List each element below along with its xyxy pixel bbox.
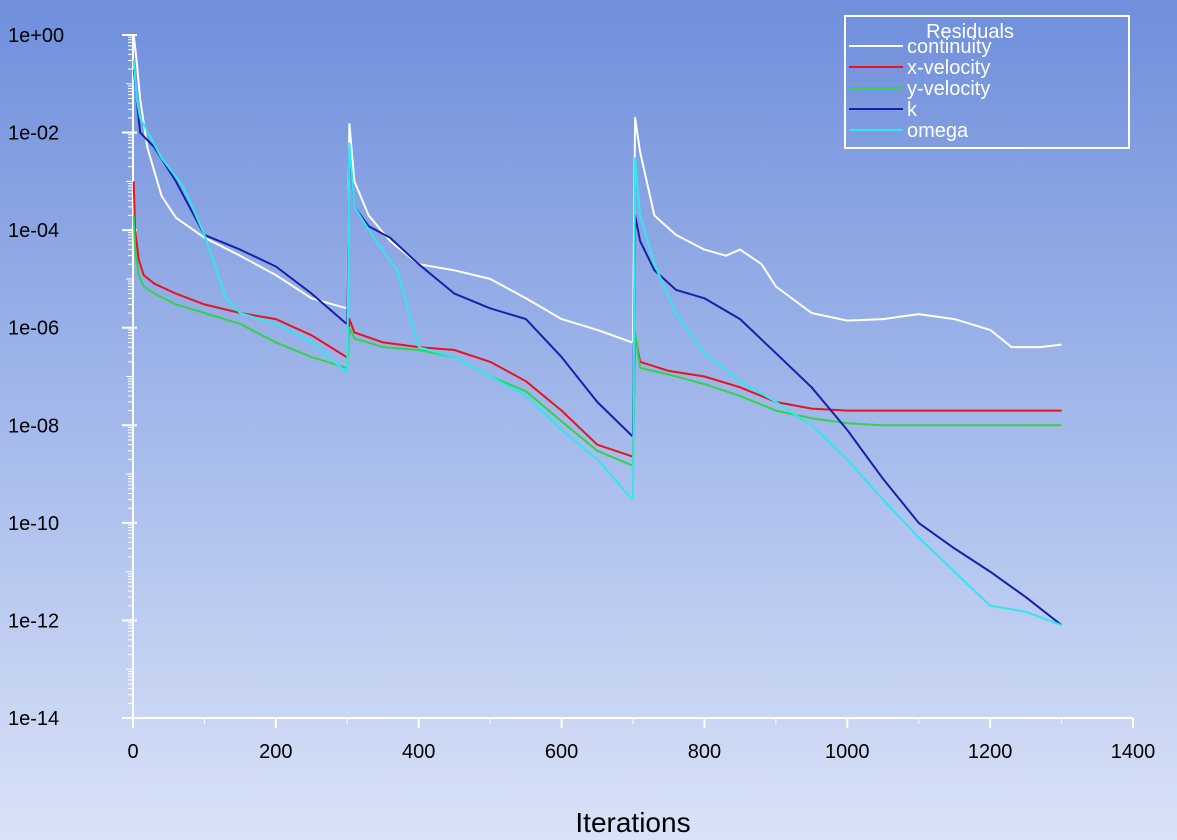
series-x-velocity [132, 181, 1062, 458]
x-tick-label: 200 [259, 741, 292, 763]
series-line [346, 326, 633, 467]
series-line [132, 60, 348, 374]
plot-area [132, 34, 1063, 627]
series-omega [132, 60, 1062, 627]
y-tick-label: 1e-06 [8, 318, 59, 340]
y-tick-label: 1e+00 [8, 25, 64, 47]
y-tick-label: 1e-08 [8, 415, 59, 437]
legend-label: y-velocity [907, 78, 990, 100]
x-tick-label: 800 [688, 741, 721, 763]
y-tick-label: 1e-10 [8, 513, 59, 535]
legend-title: Residuals [926, 21, 1014, 43]
x-axis-ticks: 0 200 400 600 800 1000 1200 1400 [127, 718, 1155, 763]
series-line [132, 69, 348, 325]
series-line [132, 215, 347, 369]
x-tick-label: 400 [402, 741, 435, 763]
y-tick-label: 1e-04 [8, 220, 59, 242]
series-line [632, 331, 1062, 466]
series-line [632, 116, 1062, 349]
y-tick-label: 1e-14 [8, 708, 59, 730]
series-line [346, 142, 634, 501]
series-line [346, 146, 633, 437]
series-line [132, 34, 347, 310]
series-line [632, 157, 1062, 627]
y-tick-label: 1e-12 [8, 610, 59, 632]
series-line [132, 181, 348, 358]
series-line [346, 318, 633, 458]
series-y-velocity [132, 215, 1062, 467]
legend: Residuals continuityx-velocityy-velocity… [844, 15, 1130, 149]
legend-label: omega [907, 120, 969, 142]
y-minor-ticks [126, 34, 133, 704]
series-line [346, 123, 633, 344]
x-tick-label: 1200 [968, 741, 1013, 763]
series-continuity [132, 34, 1062, 349]
x-tick-label: 0 [127, 741, 138, 763]
legend-label: x-velocity [907, 57, 990, 79]
legend-label: continuity [907, 36, 992, 58]
legend-box [844, 15, 1130, 149]
y-axis-ticks: 1e-14 1e-12 1e-10 1e-08 1e-06 1e-04 1e-02 1e+00 [8, 25, 137, 730]
x-axis-title: Iterations [575, 807, 690, 838]
series-line [632, 334, 1062, 457]
legend-label: k [907, 99, 918, 121]
x-tick-label: 1000 [825, 741, 870, 763]
x-tick-label: 600 [545, 741, 578, 763]
y-tick-label: 1e-02 [8, 123, 59, 145]
x-tick-label: 1400 [1111, 741, 1156, 763]
series-line [632, 214, 1063, 626]
